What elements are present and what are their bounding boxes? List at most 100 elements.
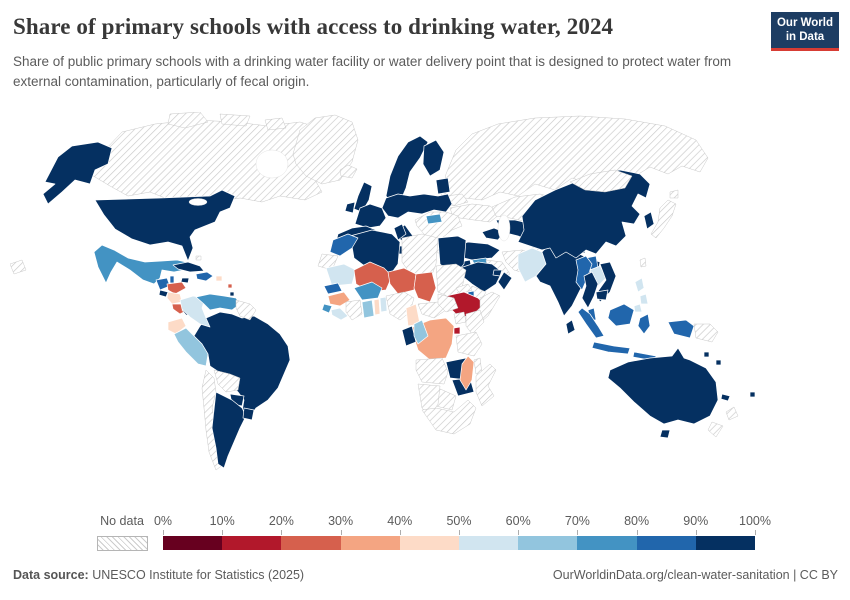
- country-puerto-rico[interactable]: [215, 275, 223, 282]
- country-angola[interactable]: [415, 357, 449, 385]
- legend-bucket-swatch[interactable]: [222, 536, 282, 550]
- country-lesser-antilles-1[interactable]: [227, 283, 233, 289]
- legend-bucket-swatch[interactable]: [577, 536, 637, 550]
- country-new-zealand-south[interactable]: [707, 421, 724, 438]
- country-south-africa[interactable]: [421, 399, 477, 435]
- country-south-korea[interactable]: [643, 211, 655, 230]
- legend-bucket-swatch[interactable]: [163, 536, 223, 550]
- country-lesser-antilles-2[interactable]: [229, 291, 235, 297]
- country-iceland[interactable]: [339, 164, 358, 179]
- country-canada-arctic2[interactable]: [219, 113, 251, 127]
- legend-bucket-swatch[interactable]: [518, 536, 578, 550]
- country-kenya[interactable]: [465, 309, 485, 335]
- country-australia[interactable]: [607, 347, 719, 425]
- country-morocco[interactable]: [329, 233, 359, 257]
- country-peru[interactable]: [173, 327, 209, 367]
- country-libya[interactable]: [401, 233, 439, 281]
- country-uruguay[interactable]: [242, 407, 255, 421]
- country-fiji[interactable]: [749, 391, 756, 398]
- country-congo[interactable]: [413, 319, 429, 345]
- country-canada-arctic1[interactable]: [167, 111, 209, 129]
- legend-bucket-swatch[interactable]: [636, 536, 696, 550]
- legend-bar[interactable]: [163, 536, 756, 550]
- country-greenland[interactable]: [292, 114, 359, 185]
- country-united-states[interactable]: [94, 189, 236, 262]
- country-benin[interactable]: [379, 296, 388, 313]
- country-borneo[interactable]: [607, 303, 635, 327]
- country-el-salvador[interactable]: [158, 289, 169, 298]
- country-bolivia[interactable]: [213, 369, 241, 393]
- country-mongolia[interactable]: [569, 169, 633, 193]
- legend-bucket-swatch[interactable]: [399, 536, 460, 550]
- country-belize[interactable]: [169, 275, 175, 284]
- country-cambodia[interactable]: [595, 289, 609, 301]
- country-tunisia[interactable]: [393, 223, 407, 241]
- country-mauritania[interactable]: [325, 263, 357, 287]
- country-mozambique[interactable]: [475, 363, 497, 407]
- legend-bucket-swatch[interactable]: [695, 536, 756, 550]
- country-philippines-mindanao[interactable]: [633, 303, 643, 313]
- country-guyana-suriname[interactable]: [235, 299, 257, 321]
- country-nicaragua[interactable]: [166, 291, 183, 305]
- country-madagascar[interactable]: [459, 355, 475, 391]
- attribution-link[interactable]: OurWorldinData.org/clean-water-sanitatio…: [552, 568, 838, 582]
- country-togo[interactable]: [373, 298, 381, 316]
- country-russia[interactable]: [439, 115, 709, 207]
- country-venezuela[interactable]: [195, 293, 241, 311]
- country-central-europe[interactable]: [381, 193, 453, 219]
- country-alaska[interactable]: [42, 141, 113, 205]
- country-burkina-faso[interactable]: [353, 281, 383, 301]
- country-philippines-luzon[interactable]: [634, 277, 645, 293]
- country-argentina[interactable]: [211, 391, 247, 469]
- legend-bucket-swatch[interactable]: [281, 536, 341, 550]
- country-honduras[interactable]: [166, 281, 187, 295]
- country-philippines-visayas[interactable]: [639, 293, 649, 305]
- country-senegal[interactable]: [323, 282, 343, 295]
- country-vanuatu[interactable]: [715, 359, 722, 366]
- country-uganda[interactable]: [453, 311, 467, 325]
- country-gabon[interactable]: [401, 325, 417, 347]
- country-papua-new-guinea[interactable]: [693, 323, 719, 343]
- country-finland[interactable]: [422, 139, 445, 177]
- country-ghana[interactable]: [361, 299, 375, 319]
- country-jamaica[interactable]: [180, 277, 190, 284]
- country-ecuador[interactable]: [167, 317, 187, 335]
- country-liberia[interactable]: [330, 307, 349, 321]
- country-oman[interactable]: [497, 271, 513, 291]
- country-mexico[interactable]: [93, 244, 187, 285]
- country-uae[interactable]: [492, 269, 503, 277]
- country-cuba[interactable]: [172, 261, 205, 273]
- country-baltic-states[interactable]: [435, 177, 451, 195]
- country-japan-hokkaido[interactable]: [669, 189, 679, 199]
- country-sumatra[interactable]: [577, 307, 605, 339]
- country-new-caledonia[interactable]: [720, 393, 731, 402]
- country-java[interactable]: [591, 341, 631, 355]
- country-hispaniola[interactable]: [195, 271, 214, 282]
- country-sri-lanka[interactable]: [565, 319, 576, 335]
- country-south-sudan[interactable]: [437, 293, 459, 313]
- legend-bucket-swatch[interactable]: [459, 536, 519, 550]
- country-thailand[interactable]: [581, 271, 599, 309]
- country-norway-sweden[interactable]: [385, 135, 429, 205]
- country-cote-divoire[interactable]: [345, 299, 363, 321]
- country-bahamas[interactable]: [195, 255, 202, 261]
- country-sierra-leone[interactable]: [321, 303, 333, 314]
- country-central-african-republic[interactable]: [417, 301, 447, 319]
- country-sulawesi[interactable]: [637, 313, 651, 335]
- country-tanzania[interactable]: [455, 331, 483, 357]
- country-japan[interactable]: [650, 199, 677, 239]
- country-niger[interactable]: [387, 267, 417, 295]
- country-tasmania[interactable]: [659, 429, 671, 439]
- country-taiwan[interactable]: [639, 257, 647, 268]
- country-hungary[interactable]: [425, 213, 443, 225]
- country-saudi-arabia[interactable]: [459, 261, 503, 293]
- country-solomon-islands[interactable]: [703, 351, 710, 358]
- country-eritrea[interactable]: [455, 283, 473, 295]
- country-russia-far-east[interactable]: [9, 259, 27, 275]
- country-rwanda-burundi[interactable]: [453, 326, 461, 335]
- legend-no-data-swatch[interactable]: [97, 536, 148, 551]
- country-west-papua[interactable]: [667, 319, 695, 339]
- country-myanmar[interactable]: [575, 255, 593, 291]
- country-chad[interactable]: [413, 271, 437, 303]
- country-canada-arctic3[interactable]: [264, 117, 287, 131]
